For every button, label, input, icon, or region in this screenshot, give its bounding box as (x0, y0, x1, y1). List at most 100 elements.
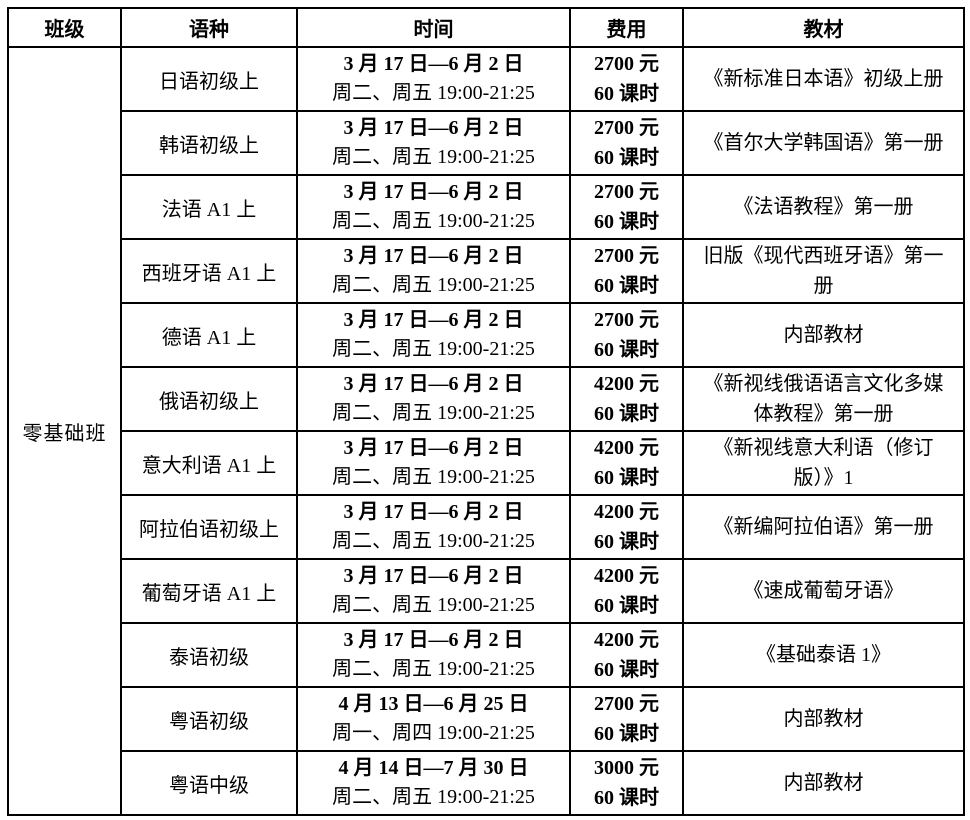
textbook-cell: 《新编阿拉伯语》第一册 (682, 494, 965, 560)
language-cell: 粤语中级 (120, 750, 298, 816)
hours-text: 60 课时 (594, 339, 659, 361)
fee-cell: 2700 元 60 课时 (569, 46, 684, 112)
weekday-schedule-text: 周二、周五 19:00-21:25 (332, 658, 535, 680)
hours-text: 60 课时 (594, 147, 659, 169)
fee-cell: 4200 元 60 课时 (569, 430, 684, 496)
fee-cell: 4200 元 60 课时 (569, 622, 684, 688)
price-text: 4200 元 (594, 437, 659, 459)
time-cell: 3 月 17 日—6 月 2 日 周二、周五 19:00-21:25 (296, 494, 571, 560)
header-cell-class: 班级 (7, 7, 122, 48)
fee-cell: 2700 元 60 课时 (569, 686, 684, 752)
course-schedule-table: 班级 语种 时间 费用 教材 零基础班 日语初级上 3 月 17 日—6 月 2 … (7, 7, 965, 816)
textbook-cell: 《法语教程》第一册 (682, 174, 965, 240)
time-cell: 3 月 17 日—6 月 2 日 周二、周五 19:00-21:25 (296, 110, 571, 176)
header-cell-fee: 费用 (569, 7, 684, 48)
price-text: 2700 元 (594, 117, 659, 139)
hours-text: 60 课时 (594, 211, 659, 233)
price-text: 2700 元 (594, 693, 659, 715)
language-cell: 日语初级上 (120, 46, 298, 112)
date-range-text: 3 月 17 日—6 月 2 日 (343, 629, 524, 651)
weekday-schedule-text: 周二、周五 19:00-21:25 (332, 402, 535, 424)
time-cell: 3 月 17 日—6 月 2 日 周二、周五 19:00-21:25 (296, 430, 571, 496)
fee-cell: 2700 元 60 课时 (569, 238, 684, 304)
fee-cell: 4200 元 60 课时 (569, 366, 684, 432)
table-row: 韩语初级上 3 月 17 日—6 月 2 日 周二、周五 19:00-21:25… (8, 110, 965, 176)
fee-cell: 3000 元 60 课时 (569, 750, 684, 816)
language-cell: 泰语初级 (120, 622, 298, 688)
header-cell-time: 时间 (296, 7, 571, 48)
time-cell: 3 月 17 日—6 月 2 日 周二、周五 19:00-21:25 (296, 622, 571, 688)
language-cell: 阿拉伯语初级上 (120, 494, 298, 560)
table-row: 泰语初级 3 月 17 日—6 月 2 日 周二、周五 19:00-21:25 … (8, 622, 965, 688)
fee-cell: 2700 元 60 课时 (569, 174, 684, 240)
price-text: 2700 元 (594, 245, 659, 267)
textbook-cell: 内部教材 (682, 686, 965, 752)
date-range-text: 4 月 14 日—7 月 30 日 (338, 757, 529, 779)
date-range-text: 3 月 17 日—6 月 2 日 (343, 501, 524, 523)
textbook-cell: 《新视线俄语语言文化多媒体教程》第一册 (682, 366, 965, 432)
weekday-schedule-text: 周二、周五 19:00-21:25 (332, 82, 535, 104)
date-range-text: 3 月 17 日—6 月 2 日 (343, 437, 524, 459)
textbook-cell: 《基础泰语 1》 (682, 622, 965, 688)
textbook-cell: 《新视线意大利语（修订版）》1 (682, 430, 965, 496)
textbook-cell: 内部教材 (682, 750, 965, 816)
textbook-cell: 《新标准日本语》初级上册 (682, 46, 965, 112)
time-cell: 3 月 17 日—6 月 2 日 周二、周五 19:00-21:25 (296, 238, 571, 304)
language-cell: 粤语初级 (120, 686, 298, 752)
date-range-text: 3 月 17 日—6 月 2 日 (343, 53, 524, 75)
header-cell-language: 语种 (120, 7, 298, 48)
hours-text: 60 课时 (594, 403, 659, 425)
table-row: 俄语初级上 3 月 17 日—6 月 2 日 周二、周五 19:00-21:25… (8, 366, 965, 432)
hours-text: 60 课时 (594, 531, 659, 553)
date-range-text: 4 月 13 日—6 月 25 日 (338, 693, 529, 715)
textbook-cell: 《首尔大学韩国语》第一册 (682, 110, 965, 176)
table-row: 意大利语 A1 上 3 月 17 日—6 月 2 日 周二、周五 19:00-2… (8, 430, 965, 496)
weekday-schedule-text: 周二、周五 19:00-21:25 (332, 338, 535, 360)
header-cell-textbook: 教材 (682, 7, 965, 48)
time-cell: 3 月 17 日—6 月 2 日 周二、周五 19:00-21:25 (296, 174, 571, 240)
hours-text: 60 课时 (594, 467, 659, 489)
hours-text: 60 课时 (594, 723, 659, 745)
date-range-text: 3 月 17 日—6 月 2 日 (343, 245, 524, 267)
price-text: 4200 元 (594, 565, 659, 587)
time-cell: 3 月 17 日—6 月 2 日 周二、周五 19:00-21:25 (296, 366, 571, 432)
price-text: 3000 元 (594, 757, 659, 779)
hours-text: 60 课时 (594, 275, 659, 297)
table-header-row: 班级 语种 时间 费用 教材 (7, 7, 965, 48)
time-cell: 3 月 17 日—6 月 2 日 周二、周五 19:00-21:25 (296, 302, 571, 368)
date-range-text: 3 月 17 日—6 月 2 日 (343, 373, 524, 395)
fee-cell: 4200 元 60 课时 (569, 558, 684, 624)
table-row: 德语 A1 上 3 月 17 日—6 月 2 日 周二、周五 19:00-21:… (8, 302, 965, 368)
weekday-schedule-text: 周二、周五 19:00-21:25 (332, 530, 535, 552)
date-range-text: 3 月 17 日—6 月 2 日 (343, 309, 524, 331)
time-cell: 3 月 17 日—6 月 2 日 周二、周五 19:00-21:25 (296, 46, 571, 112)
language-cell: 韩语初级上 (120, 110, 298, 176)
language-cell: 俄语初级上 (120, 366, 298, 432)
hours-text: 60 课时 (594, 659, 659, 681)
language-cell: 法语 A1 上 (120, 174, 298, 240)
table-row: 阿拉伯语初级上 3 月 17 日—6 月 2 日 周二、周五 19:00-21:… (8, 494, 965, 560)
table-row: 粤语中级 4 月 14 日—7 月 30 日 周二、周五 19:00-21:25… (8, 750, 965, 816)
price-text: 4200 元 (594, 501, 659, 523)
language-cell: 德语 A1 上 (120, 302, 298, 368)
hours-text: 60 课时 (594, 595, 659, 617)
table-row: 法语 A1 上 3 月 17 日—6 月 2 日 周二、周五 19:00-21:… (8, 174, 965, 240)
textbook-cell: 内部教材 (682, 302, 965, 368)
time-cell: 3 月 17 日—6 月 2 日 周二、周五 19:00-21:25 (296, 558, 571, 624)
weekday-schedule-text: 周二、周五 19:00-21:25 (332, 466, 535, 488)
date-range-text: 3 月 17 日—6 月 2 日 (343, 117, 524, 139)
weekday-schedule-text: 周二、周五 19:00-21:25 (332, 786, 535, 808)
fee-cell: 2700 元 60 课时 (569, 110, 684, 176)
weekday-schedule-text: 周二、周五 19:00-21:25 (332, 146, 535, 168)
language-cell: 葡萄牙语 A1 上 (120, 558, 298, 624)
price-text: 2700 元 (594, 53, 659, 75)
language-cell: 意大利语 A1 上 (120, 430, 298, 496)
price-text: 2700 元 (594, 309, 659, 331)
textbook-cell: 《速成葡萄牙语》 (682, 558, 965, 624)
price-text: 2700 元 (594, 181, 659, 203)
table-row: 西班牙语 A1 上 3 月 17 日—6 月 2 日 周二、周五 19:00-2… (8, 238, 965, 304)
hours-text: 60 课时 (594, 787, 659, 809)
price-text: 4200 元 (594, 373, 659, 395)
language-cell: 西班牙语 A1 上 (120, 238, 298, 304)
